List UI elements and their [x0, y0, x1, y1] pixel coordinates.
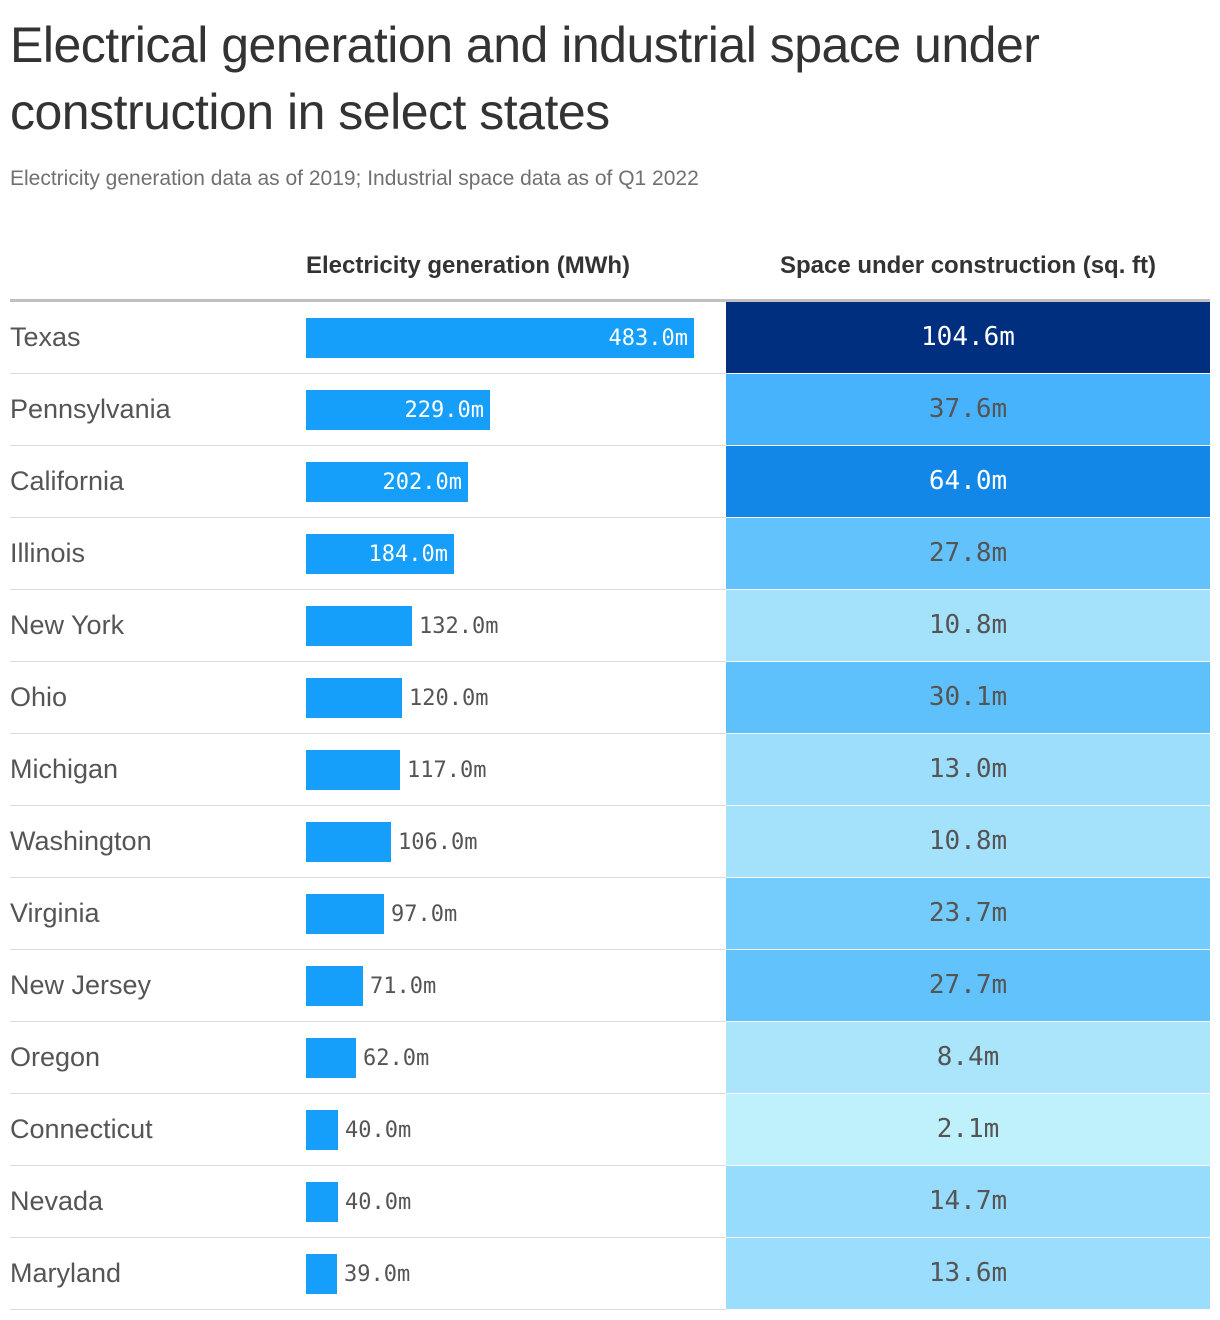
table-row: Connecticut 40.0m 2.1m — [10, 1094, 1210, 1166]
state-label: Pennsylvania — [10, 394, 171, 424]
state-label: Virginia — [10, 898, 100, 928]
generation-bar — [306, 1254, 337, 1294]
space-under-construction-cell: 8.4m — [726, 1022, 1210, 1093]
column-header-space-under-construction: Space under construction (sq. ft) — [779, 252, 1157, 279]
generation-bar — [306, 822, 391, 862]
state-label: Ohio — [10, 682, 68, 712]
state-label: Nevada — [10, 1186, 104, 1216]
row-divider — [10, 1165, 726, 1166]
generation-bar — [306, 606, 412, 646]
generation-value-label: 40.0m — [345, 1190, 412, 1215]
state-label: Washington — [10, 826, 152, 856]
generation-value-label: 39.0m — [344, 1262, 411, 1287]
generation-value-label: 120.0m — [409, 686, 489, 711]
state-label: Texas — [10, 322, 81, 352]
table-row: Illinois 184.0m 27.8m — [10, 518, 1210, 590]
table-row: Virginia 97.0m 23.7m — [10, 878, 1210, 950]
space-under-construction-cell: 13.0m — [726, 734, 1210, 805]
generation-bar — [306, 1182, 338, 1222]
state-label: Maryland — [10, 1258, 122, 1288]
generation-bar — [306, 678, 402, 718]
row-divider — [10, 1237, 726, 1238]
space-under-construction-cell: 23.7m — [726, 878, 1210, 949]
table-row: Maryland 39.0m 13.6m — [10, 1238, 1210, 1310]
space-under-construction-cell: 2.1m — [726, 1094, 1210, 1165]
generation-bar — [306, 966, 363, 1006]
column-header-electricity-generation: Electricity generation (MWh) — [306, 252, 631, 279]
space-under-construction-cell: 104.6m — [726, 302, 1210, 373]
space-under-construction-cell: 10.8m — [726, 590, 1210, 661]
table-row: New York 132.0m 10.8m — [10, 590, 1210, 662]
table-row: Texas 483.0m 104.6m — [10, 302, 1210, 374]
row-divider — [10, 445, 726, 446]
row-divider — [10, 1309, 726, 1310]
row-divider — [10, 373, 726, 374]
generation-value-label: 229.0m — [404, 398, 484, 423]
row-divider — [10, 1093, 726, 1094]
table-row: California 202.0m 64.0m — [10, 446, 1210, 518]
header-divider — [10, 299, 1210, 302]
generation-value-label: 132.0m — [419, 614, 499, 639]
state-label: New Jersey — [10, 970, 152, 1000]
space-under-construction-cell: 37.6m — [726, 374, 1210, 445]
generation-value-label: 106.0m — [398, 830, 478, 855]
space-under-construction-cell: 27.8m — [726, 518, 1210, 589]
row-divider — [10, 877, 726, 878]
table-row: Michigan 117.0m 13.0m — [10, 734, 1210, 806]
generation-value-label: 483.0m — [608, 326, 688, 351]
row-divider — [10, 517, 726, 518]
generation-bar — [306, 1110, 338, 1150]
space-under-construction-cell: 14.7m — [726, 1166, 1210, 1237]
table-row: Pennsylvania 229.0m 37.6m — [10, 374, 1210, 446]
table-row: Ohio 120.0m 30.1m — [10, 662, 1210, 734]
generation-bar — [306, 390, 490, 430]
generation-value-label: 40.0m — [345, 1118, 412, 1143]
generation-bar — [306, 462, 468, 502]
row-divider — [10, 661, 726, 662]
state-label: California — [10, 466, 125, 496]
row-divider — [10, 733, 726, 734]
chart-title: Electrical generation and industrial spa… — [10, 17, 1040, 140]
generation-value-label: 62.0m — [363, 1046, 430, 1071]
generation-value-label: 202.0m — [382, 470, 462, 495]
space-under-construction-cell: 27.7m — [726, 950, 1210, 1021]
generation-value-label: 117.0m — [407, 758, 487, 783]
generation-bar — [306, 750, 400, 790]
state-label: Illinois — [10, 538, 86, 568]
generation-bar — [306, 894, 384, 934]
row-divider — [10, 1021, 726, 1022]
generation-value-label: 184.0m — [368, 542, 448, 567]
state-label: New York — [10, 610, 125, 640]
table-row: Nevada 40.0m 14.7m — [10, 1166, 1210, 1238]
space-under-construction-cell: 13.6m — [726, 1238, 1210, 1309]
space-under-construction-cell: 10.8m — [726, 806, 1210, 877]
table-row: Washington 106.0m 10.8m — [10, 806, 1210, 878]
generation-value-label: 71.0m — [370, 974, 437, 999]
state-label: Oregon — [10, 1042, 101, 1072]
generation-bar — [306, 318, 694, 358]
generation-bar — [306, 534, 454, 574]
generation-bar — [306, 1038, 356, 1078]
table-row: Oregon 62.0m 8.4m — [10, 1022, 1210, 1094]
table-body: Texas 483.0m 104.6m Pennsylvania 229.0m 37.6m… — [10, 302, 1210, 1310]
state-label: Connecticut — [10, 1114, 153, 1144]
generation-value-label: 97.0m — [391, 902, 458, 927]
space-under-construction-cell: 30.1m — [726, 662, 1210, 733]
state-label: Michigan — [10, 754, 119, 784]
row-divider — [10, 949, 726, 950]
row-divider — [10, 805, 726, 806]
row-divider — [10, 589, 726, 590]
space-under-construction-cell: 64.0m — [726, 446, 1210, 517]
chart-subtitle: Electricity generation data as of 2019; … — [10, 167, 699, 190]
table-row: New Jersey 71.0m 27.7m — [10, 950, 1210, 1022]
